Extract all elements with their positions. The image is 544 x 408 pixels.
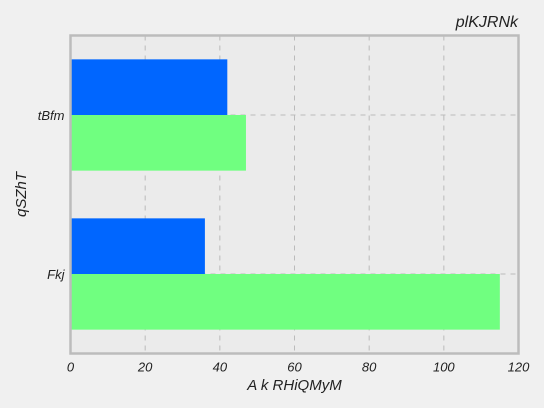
bars	[70, 59, 500, 330]
x-tick-label: 40	[213, 360, 228, 375]
x-tick-label: 60	[287, 360, 302, 375]
y-tick-label: tBfm	[38, 108, 65, 123]
y-tick-labels: tBfm Fkj	[38, 108, 66, 282]
x-tick-labels: 0 20 40 60 80 100 120	[67, 360, 530, 375]
x-tick-label: 0	[67, 360, 75, 375]
plot-frame	[69, 34, 520, 355]
x-tick-label: 120	[508, 360, 530, 375]
chart-title: plKJRNk	[455, 14, 519, 31]
bar-tbfm-series-2	[70, 115, 246, 171]
y-tick-label: Fkj	[47, 267, 65, 282]
x-axis-label: A k RHiQMyM	[246, 377, 342, 394]
x-tick-label: 20	[137, 360, 153, 375]
bar-tbfm-series-1	[70, 59, 228, 115]
y-axis-label: qSZhT	[13, 170, 30, 217]
bar-fkj-series-2	[70, 274, 500, 330]
x-tick-label: 100	[433, 360, 455, 375]
bar-fkj-series-1	[70, 218, 205, 274]
x-tick-label: 80	[362, 360, 377, 375]
